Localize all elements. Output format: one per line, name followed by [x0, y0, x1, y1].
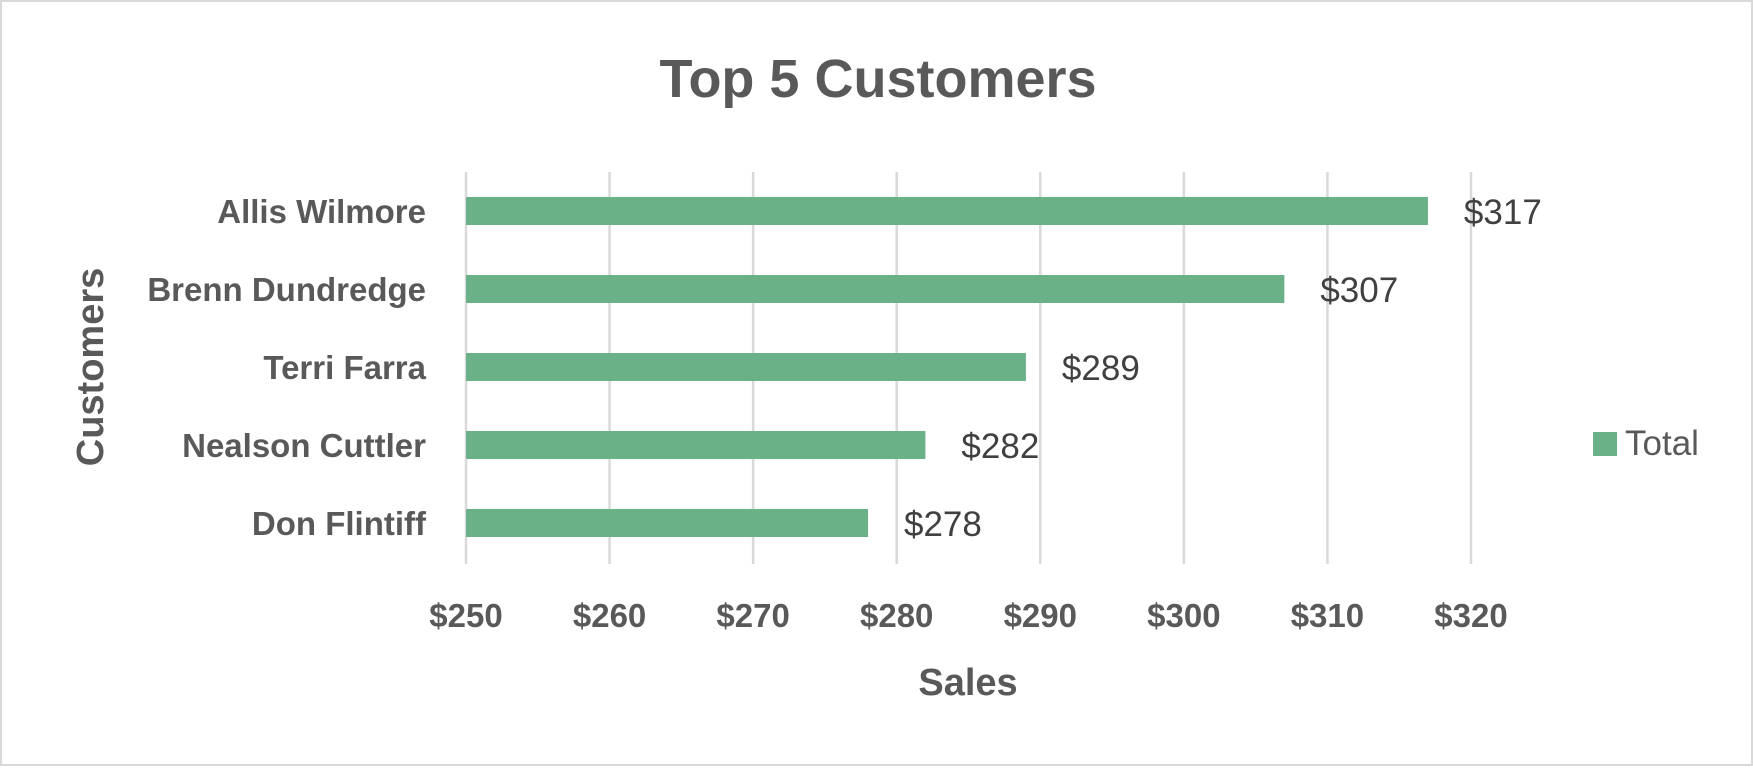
bar-data-label: $307: [1320, 271, 1398, 310]
chart-title: Top 5 Customers: [659, 49, 1096, 109]
legend-swatch: [1593, 432, 1617, 456]
bar: [466, 431, 926, 459]
data-labels: $317 $307 $289 $282 $278: [904, 193, 1542, 544]
x-axis-title: Sales: [918, 662, 1017, 704]
x-tick-label: $250: [429, 597, 502, 634]
category-label: Nealson Cuttler: [182, 427, 426, 464]
bar-data-label: $289: [1062, 349, 1140, 388]
bar: [466, 197, 1428, 225]
legend-label: Total: [1625, 424, 1699, 463]
x-tick-label: $280: [860, 597, 933, 634]
legend: Total: [1593, 424, 1699, 463]
bar-data-label: $317: [1464, 193, 1542, 232]
x-tick-label: $310: [1291, 597, 1364, 634]
category-labels: Allis Wilmore Brenn Dundredge Terri Farra N…: [147, 193, 427, 542]
bar: [466, 509, 868, 537]
bar-data-label: $278: [904, 505, 982, 544]
x-tick-label: $300: [1147, 597, 1220, 634]
bar: [466, 353, 1026, 381]
x-tick-label: $290: [1004, 597, 1077, 634]
x-tick-label: $270: [716, 597, 789, 634]
category-label: Don Flintiff: [252, 505, 427, 542]
x-tick-labels: $250 $260 $270 $280 $290 $300 $310 $320: [429, 597, 1507, 634]
category-label: Terri Farra: [263, 349, 426, 386]
bar-data-label: $282: [961, 427, 1039, 466]
category-label: Brenn Dundredge: [147, 271, 426, 308]
bars: [466, 197, 1428, 537]
category-label: Allis Wilmore: [217, 193, 426, 230]
bar: [466, 275, 1285, 303]
y-axis-title: Customers: [70, 268, 112, 467]
x-tick-label: $260: [573, 597, 646, 634]
x-tick-label: $320: [1434, 597, 1507, 634]
